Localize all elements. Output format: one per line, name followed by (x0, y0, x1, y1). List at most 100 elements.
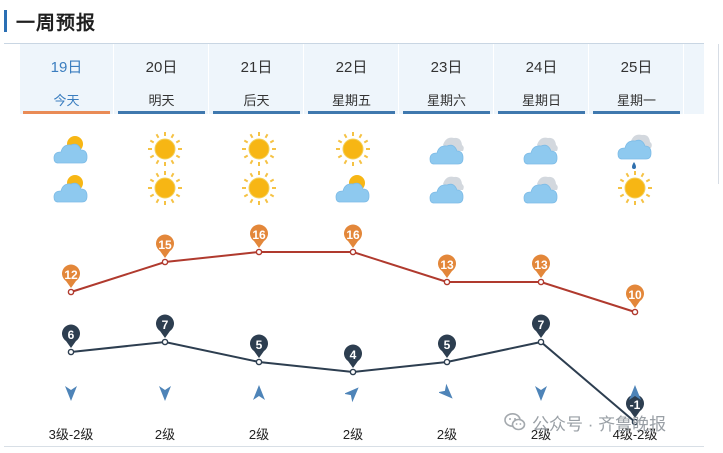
sunny-icon (147, 131, 183, 172)
temp-value-label: 15 (158, 238, 172, 252)
temp-value-label: 13 (440, 258, 454, 272)
temp-point (161, 258, 169, 266)
day-date: 20日 (145, 59, 178, 76)
wind-level-label: 3级-2级 (48, 427, 94, 442)
day-date: 25日 (620, 59, 653, 76)
temp-point (443, 278, 451, 286)
partly-cloudy-icon (335, 170, 371, 211)
wind-direction-icon (533, 383, 549, 408)
temp-point (67, 288, 75, 296)
temp-marker (156, 314, 174, 338)
header-divider (4, 43, 704, 44)
temp-value-label: 10 (628, 288, 642, 302)
page-title: 一周预报 (16, 13, 97, 34)
temp-point (349, 248, 357, 256)
header-accent-bar (4, 10, 7, 32)
temp-marker (62, 324, 81, 348)
wind-direction-icon (627, 383, 643, 408)
temp-marker (626, 284, 644, 308)
wind-level-label: 2级 (530, 427, 552, 442)
temp-marker (62, 264, 81, 288)
temp-marker (438, 334, 456, 358)
sunny-icon (617, 170, 653, 211)
temp-point (161, 338, 169, 346)
temp-point (255, 248, 263, 256)
temp-value-label: 5 (256, 338, 263, 352)
temp-marker (343, 224, 362, 248)
partly-cloudy-icon (53, 131, 89, 172)
day-name: 明天 (148, 93, 175, 108)
temp-value-label: 13 (534, 258, 548, 272)
temp-marker (344, 344, 362, 368)
temp-point (631, 418, 639, 426)
day-name: 今天 (53, 93, 80, 108)
temp-value-label: 4 (350, 348, 357, 362)
wechat-icon (504, 413, 526, 431)
partly-cloudy-icon (53, 170, 89, 211)
day-tab-21[interactable]: 21日 后天 (210, 44, 304, 114)
temp-point (255, 358, 263, 366)
temp-point (443, 358, 451, 366)
cloudy-icon (429, 170, 465, 211)
temp-point (537, 278, 545, 286)
temp-value-label: 16 (346, 228, 360, 242)
temp-point (349, 368, 357, 376)
day-tab-23[interactable]: 23日 星期六 (400, 44, 494, 114)
temp-point (537, 338, 545, 346)
forecast-header: 一周预报 (0, 0, 723, 44)
day-name: 后天 (243, 93, 270, 108)
wind-level-label: 2级 (154, 427, 176, 442)
cloudy-icon (523, 170, 559, 211)
temp-value-label: 6 (68, 328, 75, 342)
high-temp-line (70, 251, 636, 313)
day-name: 星期日 (521, 93, 561, 108)
temp-marker (626, 394, 644, 418)
wind-level-label: 2级 (342, 427, 364, 442)
wind-direction-icon (251, 383, 267, 408)
temp-marker (250, 334, 269, 358)
day-tabs: 19日 今天 20日 明天 21日 后天 22日 星期五 23日 星期六 24日… (20, 44, 704, 114)
panel-edge (718, 44, 719, 184)
temp-marker (532, 314, 551, 338)
temp-value-label: -1 (630, 398, 641, 412)
sunny-icon (241, 170, 277, 211)
cloudy-icon (429, 131, 465, 172)
sunny-icon (335, 131, 371, 172)
temp-marker (250, 224, 268, 248)
temp-value-label: 12 (64, 268, 78, 282)
day-tab-25[interactable]: 25日 星期一 (590, 44, 684, 114)
temp-marker (532, 254, 551, 278)
temp-value-label: 5 (444, 338, 451, 352)
watermark-text: 公众号 · 齐鲁晚报 (532, 414, 667, 434)
sunny-icon (147, 170, 183, 211)
wind-direction-icon (63, 383, 79, 408)
temp-point (631, 308, 639, 316)
wind-direction-icon (437, 383, 455, 408)
temp-marker (156, 234, 175, 258)
day-underline (308, 111, 395, 114)
day-tab-20[interactable]: 20日 明天 (115, 44, 209, 114)
day-date: 22日 (335, 59, 368, 76)
wind-level-label: 2级 (436, 427, 458, 442)
day-underline (593, 111, 680, 114)
wind-direction-icon (343, 383, 361, 408)
temp-value-label: 16 (252, 228, 266, 242)
day-underline (118, 111, 205, 114)
watermark: 公众号 · 齐鲁晚报 (504, 410, 666, 434)
bottom-divider (4, 446, 704, 447)
day-underline (213, 111, 300, 114)
temp-value-label: 7 (538, 318, 545, 332)
wind-direction-icon (157, 383, 173, 408)
day-name: 星期五 (331, 93, 371, 108)
day-tab-19[interactable]: 19日 今天 (20, 44, 114, 114)
temp-marker (437, 254, 456, 278)
wind-level-label: 2级 (248, 427, 270, 442)
day-tab-24[interactable]: 24日 星期日 (495, 44, 589, 114)
day-date: 24日 (525, 59, 558, 76)
day-tab-22[interactable]: 22日 星期五 (305, 44, 399, 114)
sunny-icon (241, 131, 277, 172)
cloudy-icon (523, 131, 559, 172)
day-date: 21日 (240, 59, 273, 76)
day-date: 23日 (430, 59, 463, 76)
